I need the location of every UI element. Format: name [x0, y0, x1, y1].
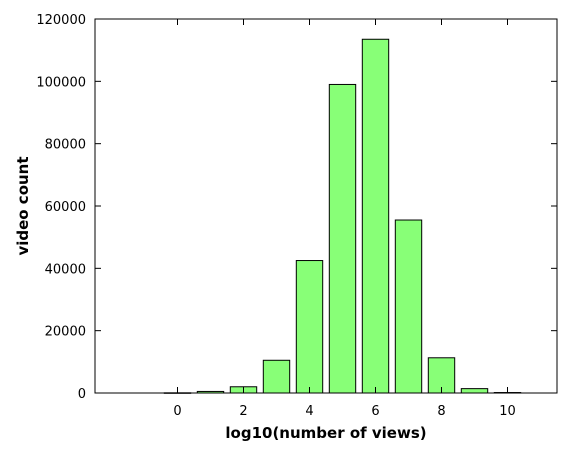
y-tick-label: 80000: [45, 138, 86, 153]
x-tick-label: 0: [173, 404, 181, 419]
x-tick-label: 10: [499, 404, 516, 419]
y-tick-label: 20000: [45, 325, 86, 340]
y-tick-label: 60000: [45, 200, 86, 215]
bars-layer: [163, 38, 522, 394]
x-tick-label: 6: [371, 404, 379, 419]
y-tick-label: 100000: [36, 75, 86, 90]
bar-5: [328, 83, 357, 394]
bar-6: [361, 38, 390, 394]
y-tick-label: 40000: [45, 262, 86, 277]
y-axis-title: video count: [14, 156, 32, 255]
x-axis-title: log10(number of views): [225, 424, 426, 442]
ticks-layer: 0 2 4 6 8 10 0 20000 40000 60000 80000 100000 120000: [36, 13, 557, 419]
plot-frame: [94, 18, 558, 394]
y-tick-label: 0: [78, 387, 86, 402]
bar-7: [394, 219, 423, 394]
x-tick-label: 8: [437, 404, 445, 419]
bar-9: [460, 388, 489, 394]
x-tick-label: 4: [305, 404, 313, 419]
bar-3: [262, 359, 291, 394]
y-tick-label: 120000: [36, 13, 86, 28]
x-tick-label: 2: [239, 404, 247, 419]
bar-4: [295, 260, 324, 394]
